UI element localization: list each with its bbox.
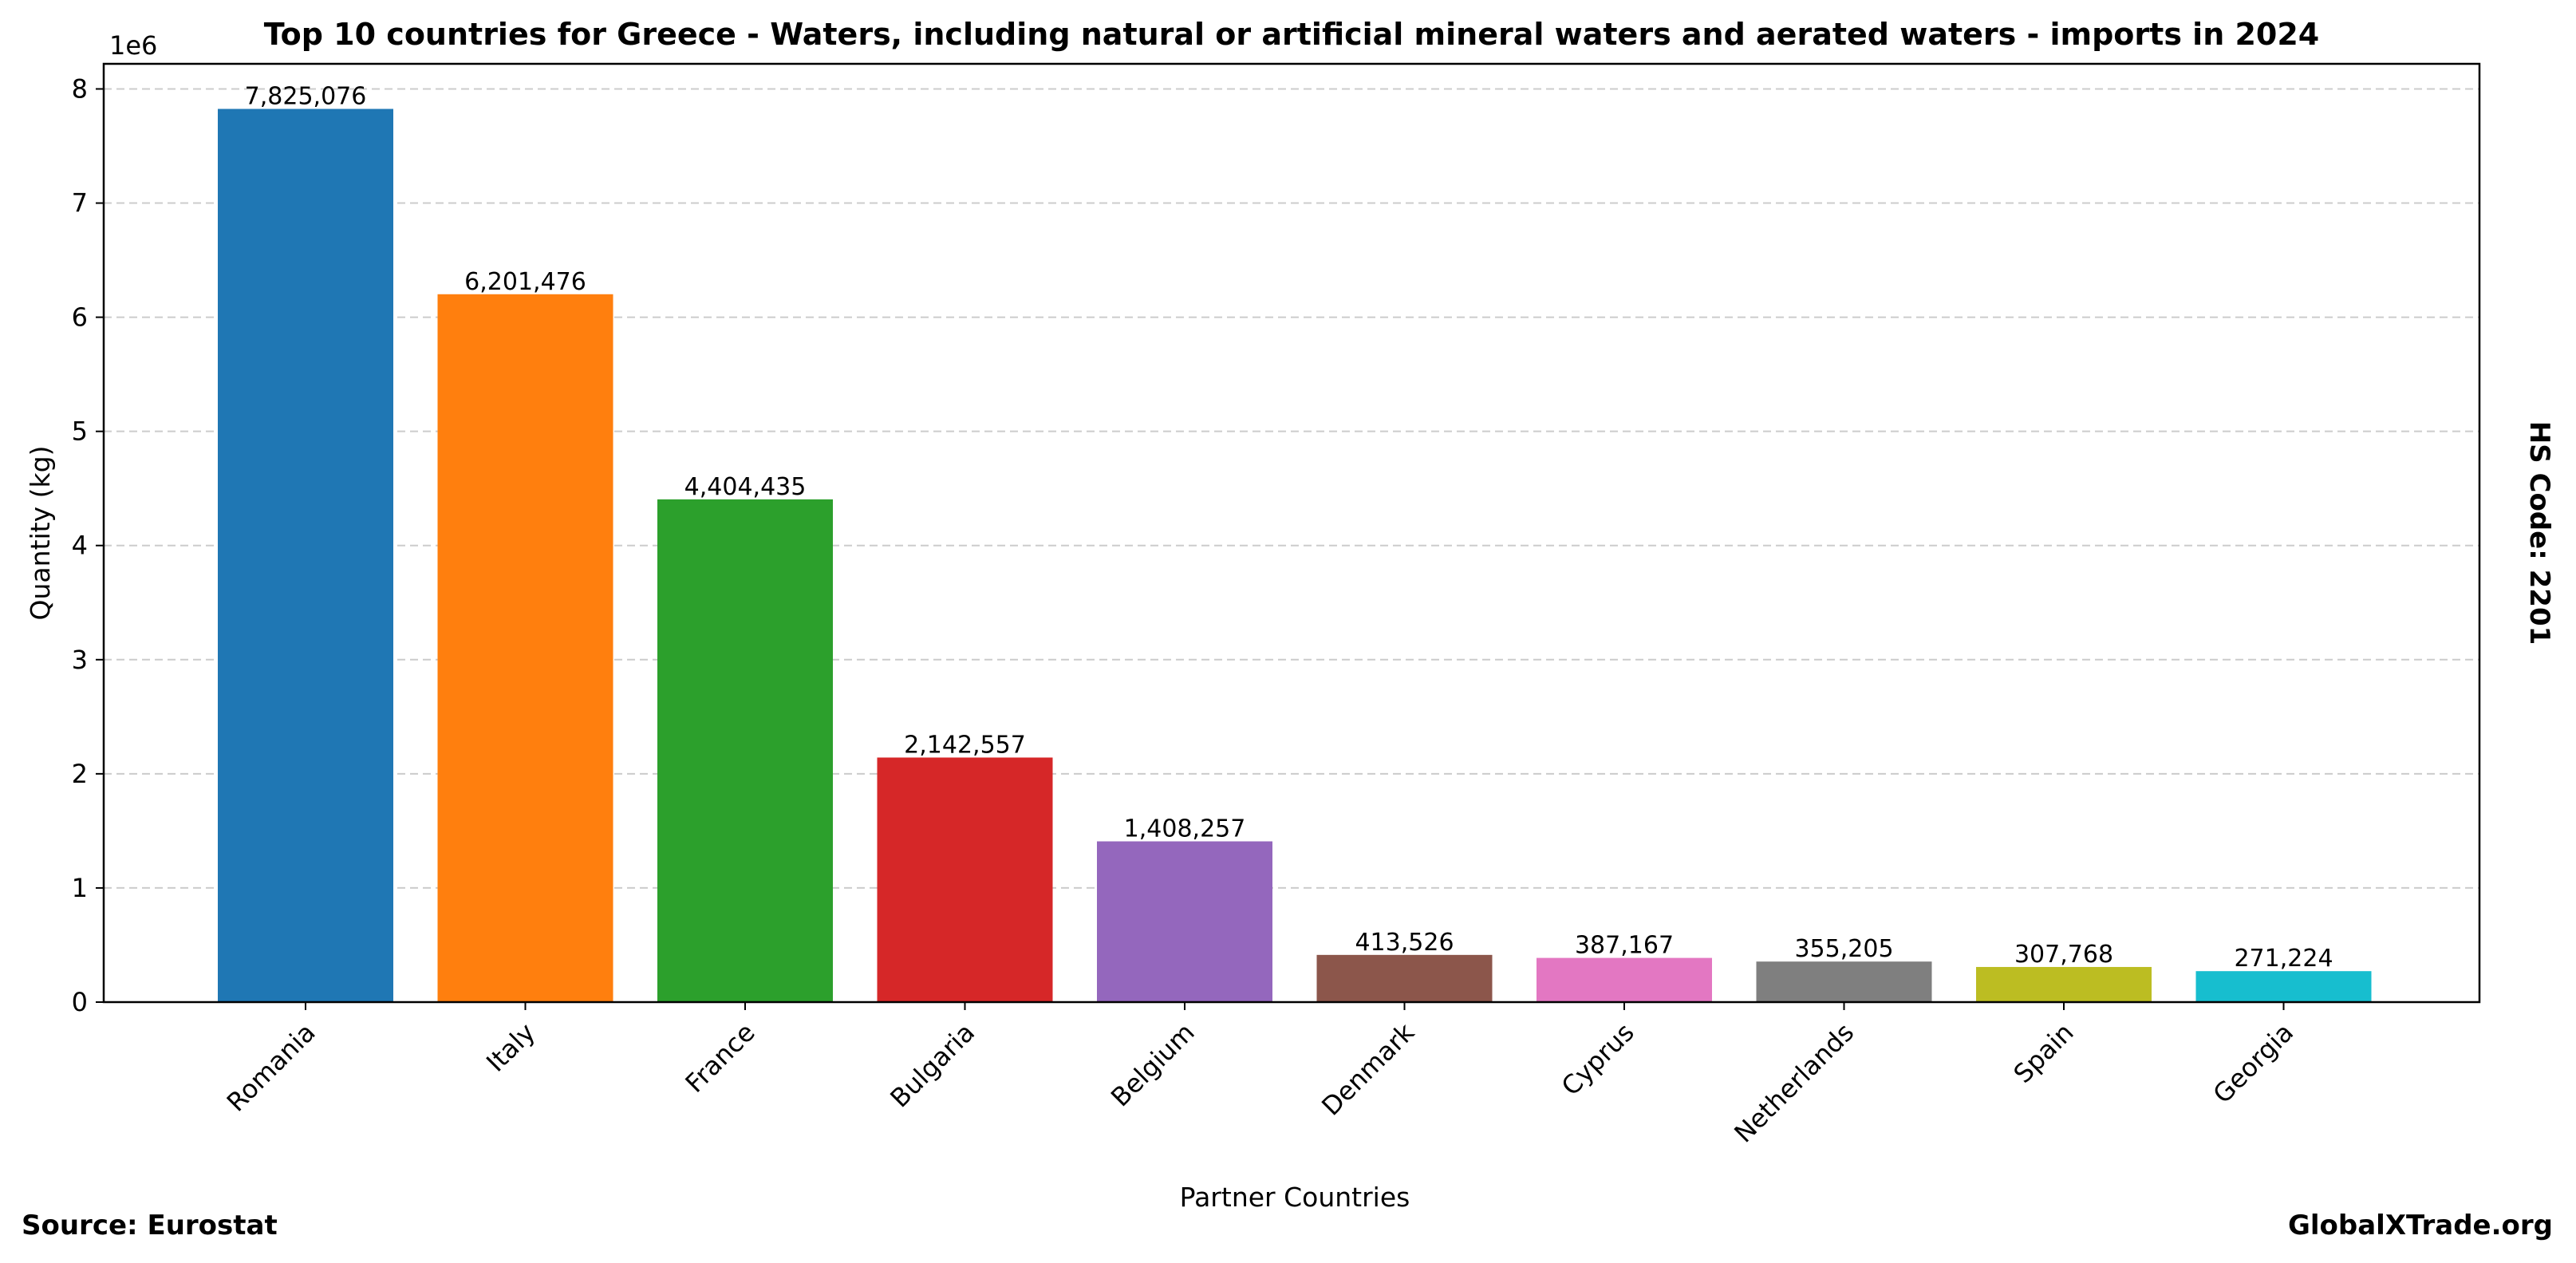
data-label: 307,768 xyxy=(2014,941,2113,969)
y-tick-label: 3 xyxy=(72,645,88,675)
y-tick-label: 0 xyxy=(72,987,88,1017)
y-tick-label: 5 xyxy=(72,416,88,447)
data-label: 4,404,435 xyxy=(684,473,807,501)
data-label: 2,142,557 xyxy=(904,731,1026,759)
x-tick-label: Romania xyxy=(221,1017,322,1118)
x-tick-label: Georgia xyxy=(2207,1017,2300,1110)
data-label: 413,526 xyxy=(1355,929,1454,957)
bar-romania xyxy=(218,109,393,1002)
y-tick-label: 6 xyxy=(72,302,88,333)
bar-cyprus xyxy=(1537,957,1712,1002)
brand-label: GlobalXTrade.org xyxy=(2288,1210,2553,1241)
bar-belgium xyxy=(1097,841,1272,1002)
data-label: 355,205 xyxy=(1794,935,1893,963)
y-tick-label: 7 xyxy=(72,188,88,219)
y-multiplier: 1e6 xyxy=(109,30,157,61)
x-tick-label: Netherlands xyxy=(1728,1017,1860,1149)
y-tick-label: 2 xyxy=(72,759,88,789)
data-label: 387,167 xyxy=(1575,932,1674,960)
bar-georgia xyxy=(2195,971,2372,1002)
y-tick-label: 4 xyxy=(72,531,88,561)
plot-frame xyxy=(102,62,2481,1004)
x-tick-label: Cyprus xyxy=(1556,1017,1640,1102)
y-axis-label: Quantity (kg) xyxy=(25,446,56,621)
bar-netherlands xyxy=(1756,961,1932,1002)
x-tick-label: France xyxy=(680,1017,761,1099)
chart-title: Top 10 countries for Greece - Waters, in… xyxy=(264,17,2319,52)
bar-spain xyxy=(1976,966,2152,1002)
x-tick-label: Italy xyxy=(480,1017,541,1078)
y-tick-label: 1 xyxy=(72,873,88,903)
data-label: 7,825,076 xyxy=(245,83,367,111)
x-tick-label: Bulgaria xyxy=(884,1017,980,1114)
y-tick-label: 8 xyxy=(72,73,88,104)
x-axis-label: Partner Countries xyxy=(1180,1182,1410,1213)
bar-denmark xyxy=(1316,954,1493,1002)
data-label: 1,408,257 xyxy=(1124,815,1246,843)
data-label: 271,224 xyxy=(2234,945,2333,973)
source-label: Source: Eurostat xyxy=(22,1210,278,1241)
x-tick-label: Spain xyxy=(2008,1017,2080,1089)
bars: 7,825,076 6,201,476 4,404,435 2,142,557 1,40… xyxy=(218,83,2372,1003)
bar-france xyxy=(657,499,833,1002)
data-label: 6,201,476 xyxy=(464,268,586,296)
hs-code-label: HS Code: 2201 xyxy=(2523,421,2555,645)
x-tick-label: Belgium xyxy=(1105,1017,1201,1113)
bar-bulgaria xyxy=(877,757,1053,1002)
bar-italy xyxy=(437,294,613,1003)
x-tick-label: Denmark xyxy=(1316,1016,1420,1121)
